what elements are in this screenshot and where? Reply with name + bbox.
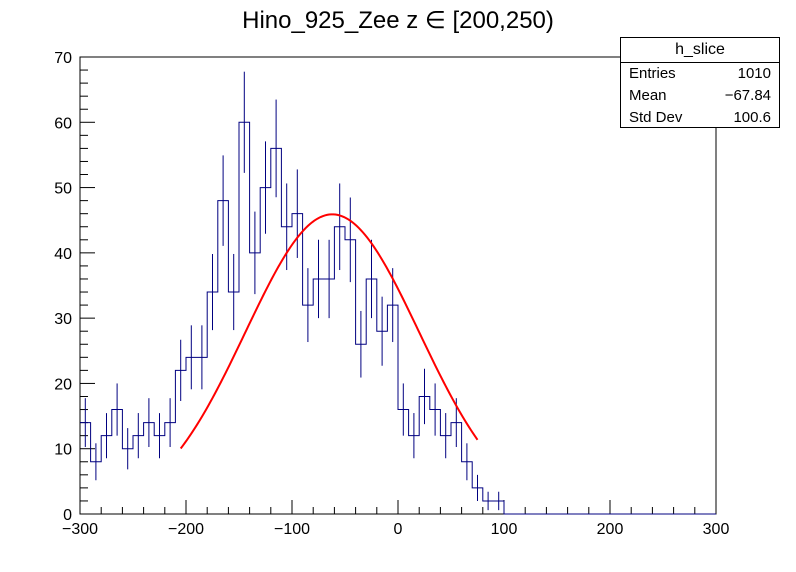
stats-row-entries: Entries 1010 (621, 63, 779, 85)
x-tick-label: 300 (703, 521, 730, 538)
y-axis: 0 10 20 30 40 50 60 70 (54, 50, 95, 524)
x-tick-label: −200 (168, 521, 204, 538)
x-tick-label: −300 (62, 521, 98, 538)
histogram-series (80, 121, 716, 515)
stats-label: Mean (629, 87, 667, 104)
stats-row-mean: Mean −67.84 (621, 85, 779, 107)
y-tick-label: 10 (54, 442, 72, 459)
gaussian-fit (179, 213, 479, 450)
stats-label: Std Dev (629, 109, 683, 126)
stats-box: h_slice Entries 1010 Mean −67.84 Std Dev… (620, 37, 780, 128)
stats-box-title: h_slice (621, 38, 779, 63)
chart-title: Hino_925_Zee z ∈ [200,250) (242, 7, 554, 34)
y-tick-label: 60 (54, 115, 72, 132)
stats-row-stddev: Std Dev 100.6 (621, 107, 779, 129)
x-tick-label: −100 (274, 521, 310, 538)
stats-value: −67.84 (724, 87, 771, 104)
fit-curve (179, 213, 479, 450)
x-tick-label: 0 (394, 521, 403, 538)
histogram-outline (80, 121, 716, 515)
y-tick-label: 30 (54, 311, 72, 328)
stats-label: Entries (629, 65, 676, 82)
y-tick-label: 0 (63, 507, 72, 524)
stats-value: 1010 (737, 65, 771, 82)
x-axis: −300 −200 −100 0 100 200 300 (62, 500, 729, 538)
x-tick-label: 200 (597, 521, 624, 538)
x-tick-label: 100 (491, 521, 518, 538)
y-tick-label: 70 (54, 50, 72, 67)
y-tick-label: 50 (54, 181, 72, 198)
y-tick-label: 20 (54, 376, 72, 393)
y-tick-label: 40 (54, 246, 72, 263)
error-bars (84, 71, 500, 511)
stats-value: 100.6 (733, 109, 771, 126)
